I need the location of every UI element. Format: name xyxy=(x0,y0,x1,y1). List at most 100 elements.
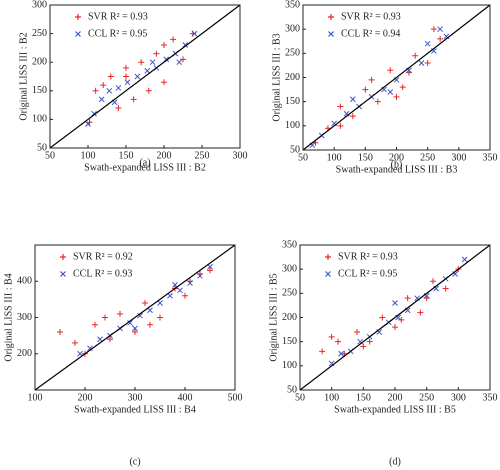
point xyxy=(147,321,153,328)
x-tick-label: 350 xyxy=(483,392,498,403)
point xyxy=(412,52,419,59)
x-axis-label: Swath-expanded LISS III : B4 xyxy=(74,404,196,415)
point xyxy=(157,300,163,306)
point xyxy=(366,338,373,345)
x-tick-label: 100 xyxy=(28,392,43,403)
y-tick-label: 150 xyxy=(32,85,47,96)
point xyxy=(177,287,183,294)
legend-label: CCL R² = 0.94 xyxy=(341,28,400,39)
reference-line xyxy=(302,4,491,151)
legend-marker xyxy=(60,254,66,260)
x-axis-label: Swath-expanded LISS III : B2 xyxy=(84,162,206,173)
point xyxy=(161,79,167,86)
point xyxy=(98,96,105,103)
point xyxy=(107,73,114,80)
y-tick-label: 200 xyxy=(285,72,300,83)
y-tick-label: 50 xyxy=(287,384,297,395)
point xyxy=(124,79,131,86)
x-tick-label: 200 xyxy=(388,392,403,403)
y-tick-label: 150 xyxy=(285,96,300,107)
point xyxy=(72,339,78,346)
x-tick-label: 300 xyxy=(233,150,248,161)
point xyxy=(115,104,122,111)
reference-line xyxy=(49,4,241,149)
point xyxy=(137,312,143,319)
y-tick-label: 50 xyxy=(290,144,300,155)
point xyxy=(127,320,133,326)
point xyxy=(387,67,394,74)
point xyxy=(197,272,203,279)
point xyxy=(319,348,326,355)
point xyxy=(424,40,431,47)
y-tick-label: 150 xyxy=(282,336,297,347)
y-axis-label: Original LISS III : B4 xyxy=(3,273,14,361)
point xyxy=(161,42,167,49)
point xyxy=(138,59,145,66)
x-tick-label: 150 xyxy=(119,150,134,161)
y-axis-label: Original LISS III : B5 xyxy=(268,273,279,361)
point xyxy=(368,76,375,83)
x-tick-label: 200 xyxy=(78,392,93,403)
point xyxy=(77,350,83,357)
y-tick-label: 300 xyxy=(282,263,297,274)
legend-label: CCL R² = 0.95 xyxy=(88,28,147,39)
point xyxy=(170,36,177,43)
point xyxy=(354,329,360,335)
y-tick-label: 200 xyxy=(282,312,297,323)
y-tick-label: 400 xyxy=(17,276,32,287)
point xyxy=(442,285,449,292)
point xyxy=(130,96,137,103)
point xyxy=(392,300,398,306)
caption: (d) xyxy=(389,456,401,467)
legend-label: SVR R² = 0.92 xyxy=(73,251,133,262)
point xyxy=(157,314,163,321)
x-tick-label: 50 xyxy=(295,392,305,403)
caption: (b) xyxy=(391,159,403,170)
point xyxy=(349,113,356,120)
point xyxy=(145,87,152,94)
point xyxy=(132,329,138,335)
point xyxy=(123,73,129,80)
x-tick-label: 300 xyxy=(451,152,466,163)
plot-frame xyxy=(49,4,241,149)
point xyxy=(172,282,178,288)
point xyxy=(393,93,400,100)
point xyxy=(207,267,213,274)
point xyxy=(424,60,431,66)
x-tick-label: 300 xyxy=(451,392,466,403)
x-tick-label: 400 xyxy=(178,392,193,403)
reference-line xyxy=(34,244,236,391)
point xyxy=(417,309,424,316)
point xyxy=(182,292,188,299)
x-axis-label: Swath-expanded LISS III : B5 xyxy=(334,404,456,415)
y-tick-label: 200 xyxy=(17,348,32,359)
point xyxy=(430,278,436,285)
y-tick-label: 300 xyxy=(285,23,300,34)
point xyxy=(461,256,468,263)
y-tick-label: 250 xyxy=(32,28,47,39)
legend-label: SVR R² = 0.93 xyxy=(341,11,401,22)
panel: 50 100 150 200 250 300 50 100 150 200 250 300 Swath-… xyxy=(18,0,247,173)
legend-label: SVR R² = 0.93 xyxy=(338,251,398,262)
caption: (c) xyxy=(129,456,140,467)
y-tick-label: 350 xyxy=(285,0,300,10)
point xyxy=(144,67,151,74)
point xyxy=(392,324,398,331)
point xyxy=(132,325,138,332)
caption: (a) xyxy=(139,157,150,168)
point xyxy=(191,30,198,37)
point xyxy=(379,314,386,321)
x-tick-label: 500 xyxy=(228,392,243,403)
x-tick-label: 100 xyxy=(81,150,96,161)
legend-marker xyxy=(75,14,81,20)
point xyxy=(387,89,394,95)
reference-line xyxy=(299,244,491,391)
point xyxy=(430,26,437,33)
x-axis-label: Swath-expanded LISS III : B3 xyxy=(336,164,458,175)
point xyxy=(134,73,141,80)
y-tick-label: 100 xyxy=(282,360,297,371)
x-tick-label: 50 xyxy=(45,150,55,161)
point xyxy=(106,87,113,94)
